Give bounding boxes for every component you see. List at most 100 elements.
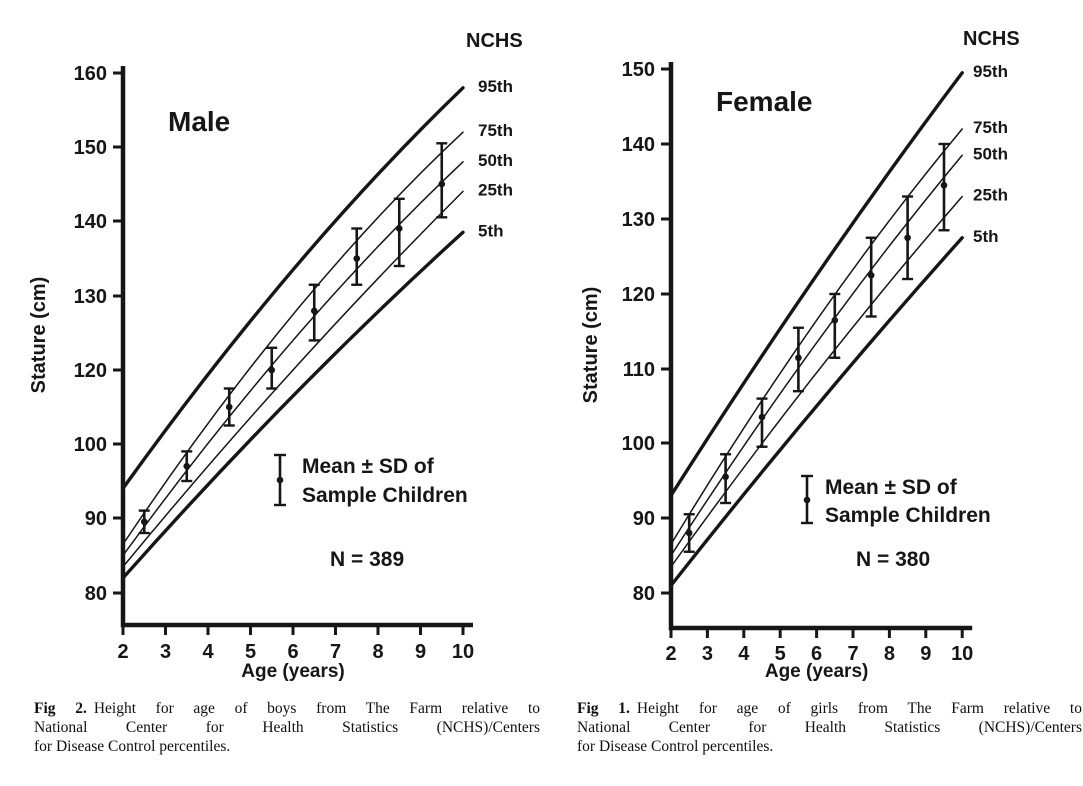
- chart-male: 160 150 140 130 120 100 90 80 2 3 4 5 6 7 8 9 10 Age (yea…: [28, 30, 523, 682]
- percentile-curve-75th: [122, 131, 464, 545]
- x-axis-tick-label: 6: [811, 643, 822, 665]
- legend-text-line2: Sample Children: [302, 484, 468, 507]
- x-axis-tick-label: 2: [117, 641, 128, 663]
- mean-dot: [940, 181, 948, 189]
- y-axis-tick-label: 90: [85, 508, 107, 530]
- y-axis-tick-label: 110: [623, 359, 655, 381]
- x-axis-tick-label: 5: [775, 643, 786, 665]
- y-axis-tick-label: 150: [74, 137, 107, 159]
- x-axis-tick-label: 7: [847, 643, 858, 665]
- x-axis-tick-label: 8: [884, 643, 895, 665]
- axis-line: [668, 62, 973, 631]
- legend-text-line2: Sample Children: [825, 504, 991, 527]
- percentile-label-75th: 75th: [478, 121, 513, 140]
- sample-size-label: N = 389: [330, 548, 404, 571]
- data-point: [436, 142, 448, 219]
- percentile-curve-50th: [122, 161, 464, 557]
- mean-dot: [438, 180, 446, 188]
- data-point: [829, 292, 841, 359]
- mean-dot: [140, 518, 148, 526]
- x-axis-tick-label: 6: [287, 641, 298, 663]
- y-axis-label: Stature (cm): [28, 277, 50, 394]
- legend: Mean ± SD of Sample Children: [274, 453, 468, 507]
- y-axis-tick-label: 140: [622, 134, 655, 156]
- y-axis-tick-label: 160: [74, 63, 107, 85]
- mean-dot: [353, 255, 361, 262]
- legend-text-line1: Mean ± SD of: [302, 455, 435, 478]
- data-point: [720, 453, 732, 505]
- error-bar-icon: [803, 496, 811, 504]
- caption-fig2: Fig 2. Height for age of boys from The Fa…: [34, 699, 540, 756]
- legend-text-line1: Mean ± SD of: [825, 476, 958, 499]
- percentile-label-75th: 75th: [973, 118, 1008, 137]
- y-axis-tick-label: 80: [85, 583, 107, 605]
- percentile-curve-5th: [669, 236, 964, 588]
- percentile-label-25th: 25th: [973, 186, 1008, 205]
- x-axis-tick-label: 9: [415, 641, 426, 663]
- data-point: [181, 450, 193, 483]
- x-axis-tick-label: 3: [160, 641, 171, 663]
- y-axis-tick-label: 140: [74, 211, 107, 233]
- data-point: [351, 227, 363, 286]
- percentile-label-5th: 5th: [973, 227, 999, 246]
- chart-female: 150 140 130 120 110 100 90 80 2 3 4 5 6 7 8 9 10 Age (yea…: [580, 28, 1020, 682]
- mean-dot: [758, 413, 766, 421]
- y-axis-tick-label: 120: [74, 360, 107, 382]
- data-point: [266, 346, 278, 390]
- data-point: [393, 197, 405, 268]
- caption-fig-label: Fig 1.: [577, 700, 630, 717]
- caption-line: Fig 2. Height for age of boys from The Fa…: [34, 699, 540, 718]
- data-point: [308, 283, 320, 342]
- y-axis-tick-label: 120: [622, 284, 655, 306]
- y-axis-tick-label: 130: [622, 209, 655, 231]
- caption-fig-label: Fig 2.: [34, 700, 87, 717]
- x-axis-tick-label: 10: [452, 641, 474, 663]
- percentile-curve-95th: [121, 86, 465, 491]
- x-axis-tick-label: 5: [245, 641, 256, 663]
- data-point: [902, 195, 914, 281]
- mean-dot: [395, 225, 403, 232]
- percentile-curve-5th: [121, 230, 465, 580]
- mean-dot: [795, 354, 802, 362]
- y-axis-tick-label: 150: [622, 59, 655, 81]
- mean-dot: [722, 473, 729, 481]
- percentile-label-95th: 95th: [478, 77, 513, 96]
- y-axis-tick-label: 130: [74, 286, 107, 308]
- mean-dot: [310, 307, 318, 315]
- percentile-curve-50th: [670, 154, 963, 557]
- mean-dot: [904, 234, 911, 242]
- x-axis-tick-label: 4: [202, 641, 214, 663]
- caption-text: Height for age of girls from The Farm re…: [636, 700, 1082, 717]
- caption-line: for Disease Control percentiles.: [577, 738, 774, 755]
- mean-dot: [685, 529, 693, 537]
- nchs-label: NCHS: [466, 30, 523, 52]
- y-axis-tick-label: 100: [74, 434, 107, 456]
- data-point: [138, 509, 150, 535]
- percentile-label-25th: 25th: [478, 180, 513, 199]
- y-axis-tick-label: 100: [622, 433, 655, 455]
- percentile-curve-95th: [669, 71, 964, 498]
- x-axis-tick-label: 9: [920, 643, 931, 665]
- x-axis-tick-label: 7: [330, 641, 341, 663]
- mean-dot: [183, 462, 191, 470]
- percentile-label-95th: 95th: [973, 62, 1008, 81]
- x-axis-tick-label: 3: [702, 643, 713, 665]
- x-axis-label: Age (years): [765, 661, 869, 682]
- chart-title: Male: [168, 106, 230, 137]
- caption-line: Fig 1. Height for age of girls from The F…: [577, 699, 1082, 718]
- percentile-curve-75th: [670, 128, 963, 545]
- x-axis-tick-label: 8: [372, 641, 383, 663]
- y-axis-tick-label: 90: [633, 508, 655, 530]
- y-axis-label: Stature (cm): [580, 287, 602, 404]
- data-point: [938, 142, 950, 232]
- caption-line: National Center for Health Statistics (N…: [577, 719, 1082, 736]
- sample-size-label: N = 380: [856, 548, 930, 571]
- mean-dot: [831, 316, 839, 324]
- x-axis-label: Age (years): [241, 661, 345, 682]
- chart-title: Female: [716, 86, 813, 117]
- mean-dot: [867, 271, 875, 279]
- percentile-label-50th: 50th: [478, 151, 513, 170]
- caption-line: for Disease Control percentiles.: [34, 738, 231, 755]
- data-point: [223, 387, 235, 427]
